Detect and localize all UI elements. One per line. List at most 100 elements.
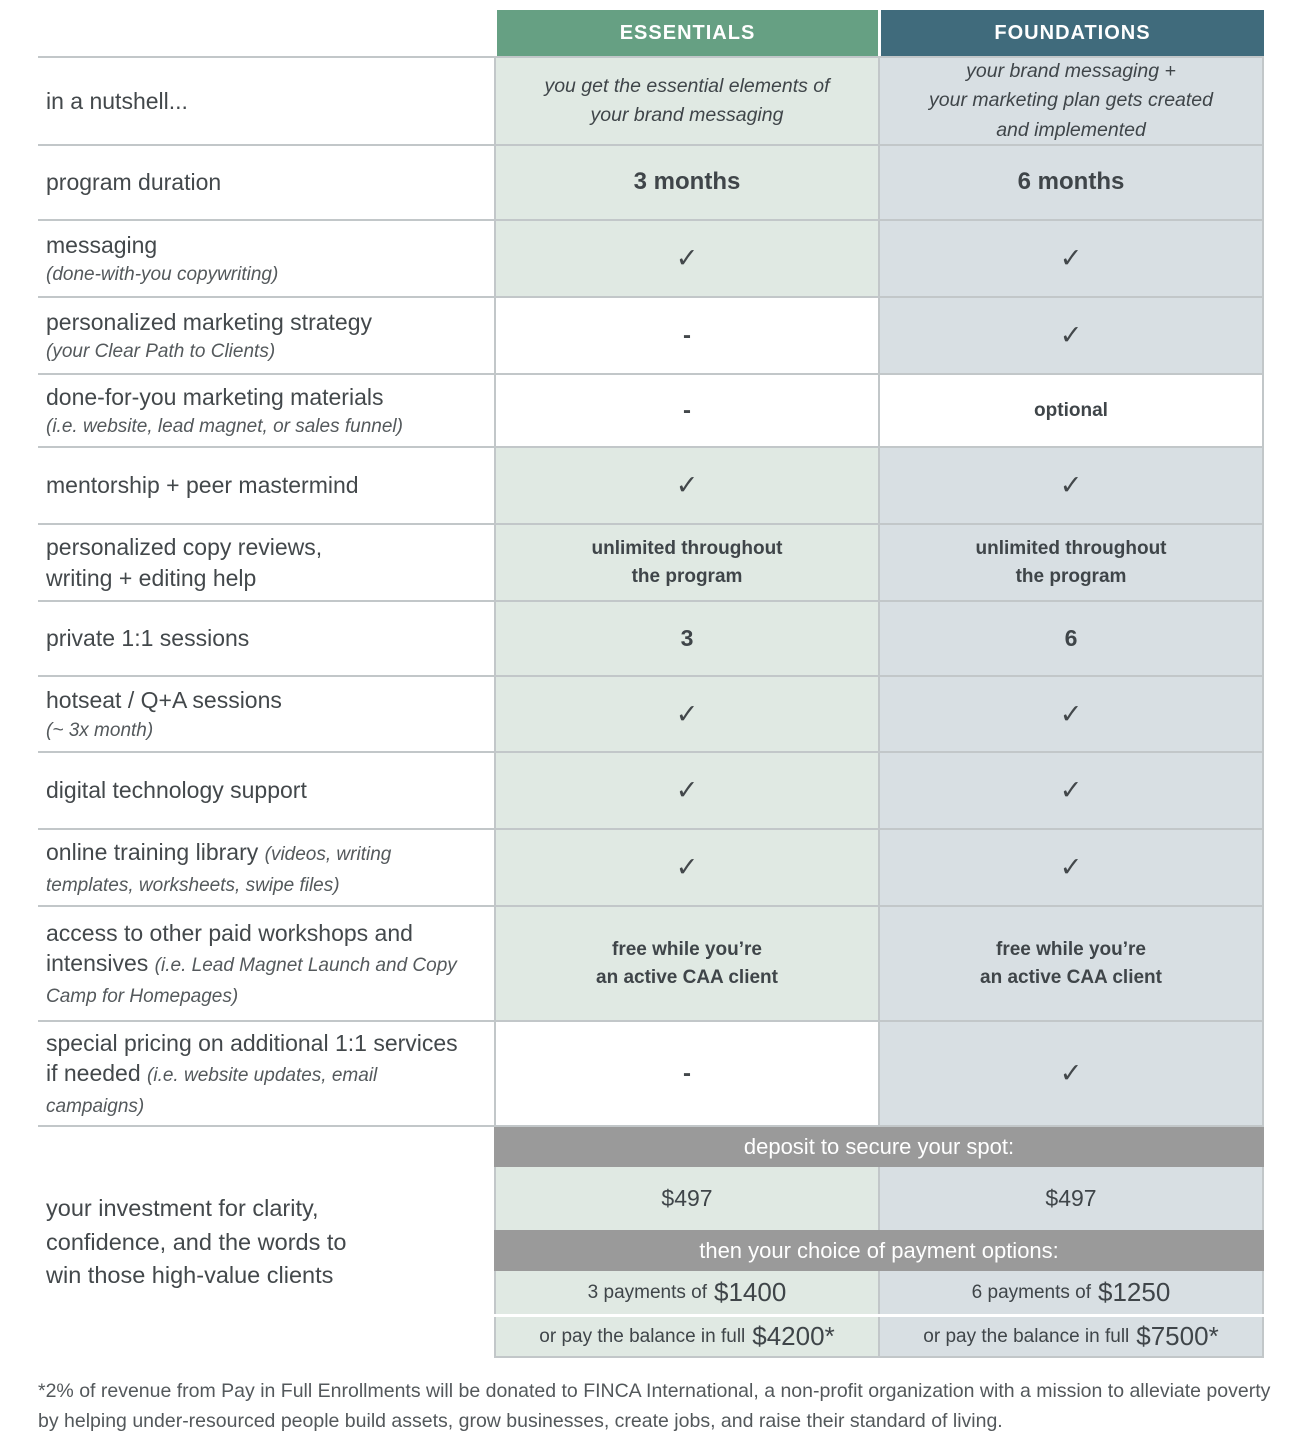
row-sublabel: (done-with-you copywriting) [46, 264, 279, 286]
row-label: mentorship + peer mastermind [46, 472, 359, 499]
row-label-cell: online training library (videos, writing… [38, 830, 494, 905]
row-label-cell: special pricing on additional 1:1 servic… [38, 1022, 494, 1125]
check-icon: ✓ [675, 852, 699, 882]
row-sublabel: (i.e. website, lead magnet, or sales fun… [46, 416, 403, 438]
row-label: messaging [46, 231, 158, 258]
table-row: special pricing on additional 1:1 servic… [38, 1022, 1264, 1127]
row-label-cell: mentorship + peer mastermind [38, 448, 494, 523]
essentials-header: ESSENTIALS [494, 10, 878, 56]
foundations-cell: optional [878, 375, 1264, 446]
essentials-pay-in-full-prefix: or pay the balance in full [539, 1325, 746, 1347]
essentials-pay-in-full-cell: or pay the balance in full $4200* [494, 1317, 878, 1358]
essentials-cell: unlimited throughout the program [494, 525, 878, 600]
foundations-pay-in-full-prefix: or pay the balance in full [923, 1325, 1130, 1347]
essentials-payments-cell: 3 payments of $1400 [494, 1271, 878, 1314]
row-label: online training library [46, 839, 259, 866]
check-icon: ✓ [675, 775, 699, 805]
foundations-deposit-amount: $497 [1045, 1185, 1097, 1211]
essentials-cell: - [494, 1022, 878, 1125]
investment-label: your investment for clarity, confidence,… [46, 1195, 347, 1289]
row-label-group: private 1:1 sessions [46, 623, 249, 653]
essentials-cell: ✓ [494, 221, 878, 296]
essentials-payments-amount: $1400 [714, 1277, 787, 1307]
cell-value: your brand messaging + your marketing pl… [929, 60, 1213, 141]
table-row: access to other paid workshops and inten… [38, 907, 1264, 1022]
essentials-cell: ✓ [494, 830, 878, 905]
row-label: hotseat / Q+A sessions [46, 687, 282, 714]
check-icon: ✓ [1059, 1058, 1083, 1088]
cell-value: unlimited throughout the program [591, 537, 783, 587]
essentials-cell: - [494, 298, 878, 373]
table-row: personalized marketing strategy (your Cle… [38, 298, 1264, 375]
row-label-group: personalized marketing strategy (your Cle… [46, 307, 372, 364]
essentials-header-label: ESSENTIALS [619, 21, 756, 44]
payment-options-band-label: then your choice of payment options: [699, 1237, 1059, 1263]
foundations-cell: ✓ [878, 753, 1264, 828]
foundations-cell: your brand messaging + your marketing pl… [878, 58, 1264, 144]
header-empty-cell [38, 10, 494, 56]
table-row: messaging (done-with-you copywriting) ✓ ✓ [38, 221, 1264, 298]
foundations-cell: ✓ [878, 1022, 1264, 1125]
foundations-header-label: FOUNDATIONS [994, 21, 1151, 44]
feature-rows: in a nutshell... you get the essential el… [38, 58, 1264, 1127]
row-label: personalized marketing strategy [46, 308, 372, 335]
table-row: program duration 3 months 6 months [38, 146, 1264, 221]
check-icon: ✓ [1059, 470, 1083, 500]
foundations-payments-prefix: 6 payments of [971, 1281, 1092, 1303]
cell-value: you get the essential elements of your b… [544, 74, 830, 126]
check-icon: ✓ [675, 243, 699, 273]
row-label-group: access to other paid workshops and inten… [46, 918, 468, 1009]
row-sublabel: (your Clear Path to Clients) [46, 341, 276, 363]
essentials-cell: ✓ [494, 677, 878, 751]
foundations-cell: 6 [878, 602, 1264, 675]
cell-value: unlimited throughout the program [975, 537, 1167, 587]
payment-options-band: then your choice of payment options: [494, 1230, 1264, 1271]
check-icon: ✓ [675, 698, 699, 729]
foundations-payments-amount: $1250 [1098, 1277, 1171, 1307]
table-row: digital technology support ✓ ✓ [38, 753, 1264, 830]
essentials-cell: 3 [494, 602, 878, 675]
cell-value: free while you’re an active CAA client [596, 938, 778, 988]
deposit-band-label: deposit to secure your spot: [743, 1134, 1015, 1159]
row-label-cell: personalized marketing strategy (your Cle… [38, 298, 494, 373]
row-label: done-for-you marketing materials [46, 383, 384, 410]
row-label: in a nutshell... [46, 87, 188, 114]
dash-icon: - [683, 321, 691, 349]
row-label-cell: personalized copy reviews, writing + edi… [38, 525, 494, 600]
foundations-cell: ✓ [878, 298, 1264, 373]
row-label: personalized copy reviews, writing + edi… [46, 534, 323, 591]
row-label: special pricing on additional 1:1 servic… [46, 1029, 458, 1087]
row-label-cell: messaging (done-with-you copywriting) [38, 221, 494, 296]
cell-value: 3 [680, 624, 694, 651]
footnote: *2% of revenue from Pay in Full Enrollme… [38, 1380, 1271, 1432]
investment-columns: deposit to secure your spot: $497 $497 t… [494, 1127, 1264, 1358]
cell-value: 6 [1064, 624, 1078, 651]
check-icon: ✓ [1059, 243, 1083, 273]
cell-value: 6 months [1017, 168, 1125, 196]
essentials-payments-prefix: 3 payments of [587, 1281, 708, 1303]
investment-label-cell: your investment for clarity, confidence,… [38, 1127, 494, 1358]
foundations-cell: ✓ [878, 221, 1264, 296]
row-label-group: in a nutshell... [46, 86, 188, 116]
pay-in-full-row: or pay the balance in full $4200* or pay… [494, 1317, 1264, 1358]
foundations-deposit-cell: $497 [878, 1167, 1264, 1230]
foundations-cell: 6 months [878, 146, 1264, 219]
dash-icon: - [683, 396, 691, 424]
cell-value: free while you’re an active CAA client [980, 938, 1162, 988]
row-label-cell: done-for-you marketing materials (i.e. we… [38, 375, 494, 446]
foundations-cell: ✓ [878, 830, 1264, 905]
row-label: program duration [46, 169, 222, 196]
table-row: done-for-you marketing materials (i.e. we… [38, 375, 1264, 448]
payments-row: 3 payments of $1400 6 payments of $1250 [494, 1271, 1264, 1317]
row-label: private 1:1 sessions [46, 625, 250, 652]
essentials-cell: - [494, 375, 878, 446]
table-row: private 1:1 sessions 3 6 [38, 602, 1264, 677]
check-icon: ✓ [1059, 775, 1083, 805]
check-icon: ✓ [675, 470, 699, 500]
deposit-row: $497 $497 [494, 1167, 1264, 1230]
row-sublabel: (i.e. Lead Magnet Launch and Copy Camp f… [46, 955, 457, 1007]
table-row: hotseat / Q+A sessions (~ 3x month) ✓ ✓ [38, 677, 1264, 753]
row-label-group: done-for-you marketing materials (i.e. we… [46, 382, 403, 439]
cell-value: optional [1034, 399, 1108, 421]
row-label: digital technology support [46, 777, 307, 804]
